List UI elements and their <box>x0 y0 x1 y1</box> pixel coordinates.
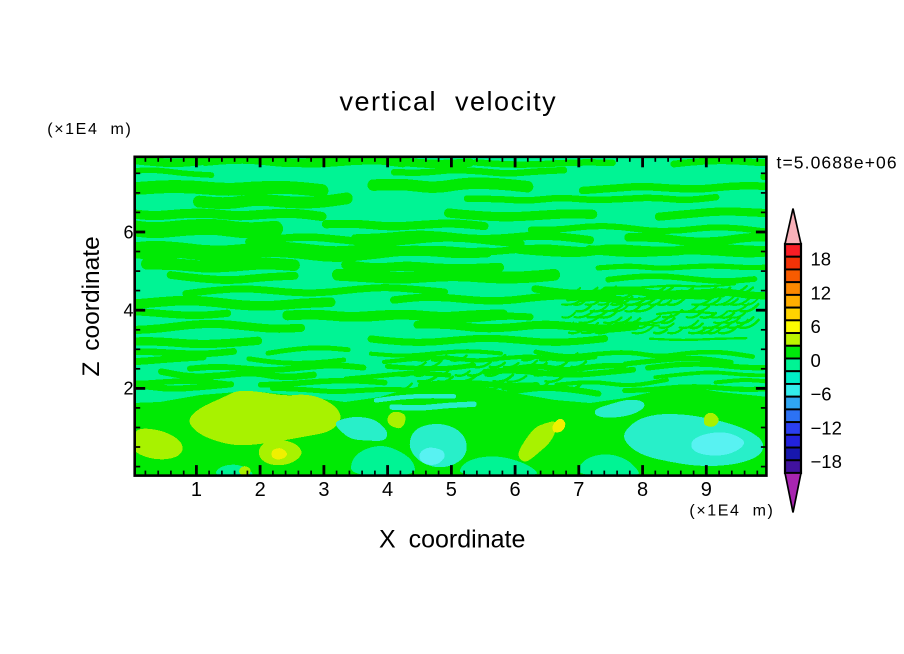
svg-text:Z coordinate: Z coordinate <box>78 236 105 376</box>
svg-text:3: 3 <box>318 479 329 501</box>
svg-text:5: 5 <box>446 479 457 501</box>
svg-text:9: 9 <box>701 479 712 501</box>
svg-text:6: 6 <box>811 316 821 337</box>
svg-text:(×1E4 m): (×1E4 m) <box>47 121 132 138</box>
svg-text:7: 7 <box>573 479 584 501</box>
svg-text:2: 2 <box>123 379 133 399</box>
svg-text:t=5.0688e+06: t=5.0688e+06 <box>777 153 898 173</box>
svg-text:12: 12 <box>811 282 832 303</box>
svg-text:6: 6 <box>123 222 133 242</box>
svg-text:6: 6 <box>510 479 521 501</box>
svg-text:4: 4 <box>123 301 133 321</box>
svg-text:−6: −6 <box>811 384 832 405</box>
svg-text:−18: −18 <box>811 451 842 472</box>
svg-text:2: 2 <box>255 479 266 501</box>
svg-text:8: 8 <box>637 479 648 501</box>
svg-text:1: 1 <box>191 479 202 501</box>
svg-text:vertical velocity: vertical velocity <box>340 86 558 116</box>
svg-text:X coordinate: X coordinate <box>379 526 525 554</box>
svg-text:18: 18 <box>811 249 832 270</box>
svg-text:(×1E4 m): (×1E4 m) <box>689 503 774 520</box>
svg-text:4: 4 <box>382 479 393 501</box>
svg-text:0: 0 <box>811 350 821 371</box>
svg-text:−12: −12 <box>811 417 842 438</box>
